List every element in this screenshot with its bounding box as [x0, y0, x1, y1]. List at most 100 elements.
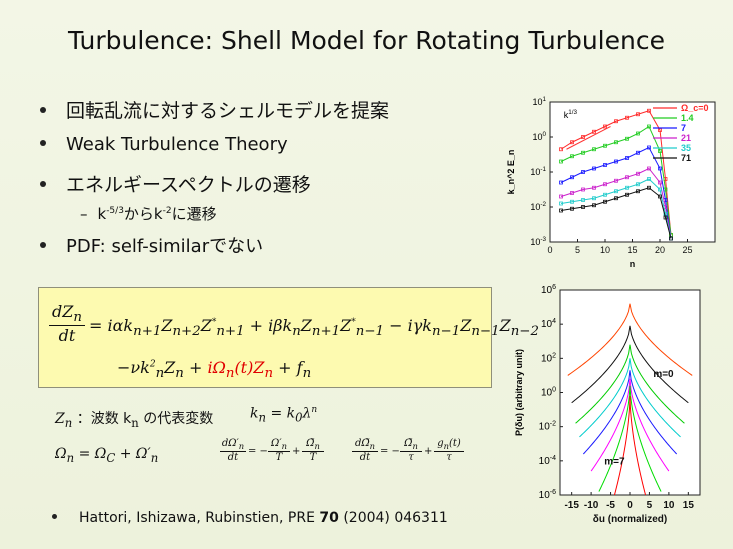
series-point [603, 192, 607, 197]
equation-line-1: = iαkn+1Zn+2Z*n+1 + iβknZn+1Z*n−1 − iγkn… [89, 316, 539, 340]
series-point [625, 136, 629, 141]
series-point [603, 163, 607, 167]
series-point [647, 124, 651, 129]
series-point [636, 182, 640, 187]
series-point [647, 185, 651, 190]
series-point [669, 236, 673, 241]
zn-definition: Zn ：波数 kn の代表変数 [55, 411, 214, 430]
series-point [614, 140, 618, 145]
x-tick-label: 15 [627, 245, 637, 255]
legend-label: 71 [681, 153, 691, 163]
series-point [614, 178, 618, 183]
bullet-1-text: 回転乱流に対するシェルモデルを提案 [66, 100, 390, 122]
x-axis-label: δu (normalized) [593, 514, 667, 525]
series-point [636, 171, 640, 176]
rotation-term: iΩn(t)Zn [207, 358, 274, 382]
bullet-dot [40, 242, 46, 248]
x-tick-label: 20 [655, 245, 665, 255]
series-point [559, 208, 563, 213]
y-axis-label: k_n^2 E_n [506, 150, 516, 195]
y-tick-label: 10-4 [539, 455, 556, 467]
y-tick-label: 10-3 [530, 236, 546, 247]
omega-definition: Ωn = ΩC + Ω′n [55, 446, 159, 465]
series-point [658, 194, 662, 199]
series-point [647, 145, 651, 150]
series-point [581, 150, 585, 155]
y-tick-label: 101 [532, 96, 546, 107]
series-point [592, 166, 596, 171]
bullet-3: エネルギースペクトルの遷移 [40, 170, 311, 197]
series-point [658, 187, 662, 192]
series-point [625, 175, 629, 180]
equation-line-2: −νk2nZn + iΩn(t)Zn + fn [117, 358, 312, 382]
y-tick-label: 10-1 [530, 166, 546, 177]
series-point [581, 187, 585, 192]
y-tick-label: 10-2 [530, 201, 546, 212]
x-tick-label: 25 [682, 245, 692, 255]
x-tick-label: -10 [584, 500, 599, 511]
pdf-curve [590, 378, 670, 472]
series-point [559, 201, 563, 206]
series-point [603, 143, 607, 148]
series-point [581, 198, 585, 202]
x-tick-label: 5 [647, 500, 653, 511]
bullet-4-text: PDF: self-similarでない [66, 236, 264, 257]
series-point [570, 140, 574, 145]
bullet-2-text: Weak Turbulence Theory [66, 134, 288, 155]
series-point [559, 194, 563, 199]
pdf-curve [571, 325, 689, 404]
sub-bullet: – k-5/3からk-2に遷移 [80, 205, 217, 223]
series-point [614, 159, 618, 164]
x-tick-label: 10 [663, 500, 675, 511]
kn-definition: kn = k0λn [250, 405, 318, 425]
series-point [603, 199, 607, 204]
legend-label: 21 [681, 133, 691, 143]
reference-line: Hattori, Ishizawa, Rubinstien, PRE 70 (2… [52, 510, 448, 526]
series-point [570, 191, 574, 195]
dzn-dt-fraction: dZn dt [49, 302, 85, 345]
series-point [592, 185, 596, 190]
pdf-curve [567, 303, 693, 376]
pdf-curve [598, 385, 662, 492]
legend-label: 7 [681, 123, 686, 133]
bullet-dot [40, 180, 46, 187]
annotation-m0: m=0 [653, 369, 674, 380]
series-point [559, 147, 563, 152]
series-point [647, 177, 651, 181]
legend-label: 1.4 [681, 113, 694, 123]
legend-label: 35 [681, 143, 691, 153]
pdf-curve [579, 358, 681, 438]
series-point [647, 166, 651, 171]
series-point [603, 124, 607, 129]
x-tick-label: 10 [600, 245, 610, 255]
x-tick-label: 0 [627, 500, 633, 511]
y-tick-label: 104 [541, 318, 556, 330]
series-point [570, 206, 574, 211]
series-point [592, 147, 596, 152]
series-point [663, 215, 668, 220]
y-tick-label: 100 [541, 387, 556, 399]
series-point [603, 182, 607, 187]
series-point [625, 185, 629, 190]
series-point [570, 154, 574, 159]
y-tick-label: 10-2 [539, 421, 556, 433]
series-point [614, 189, 618, 194]
series-point [636, 131, 640, 136]
bullet-1: 回転乱流に対するシェルモデルを提案 [40, 96, 389, 123]
x-tick-label: -15 [564, 500, 579, 511]
x-axis-label: n [630, 259, 636, 269]
y-tick-label: 100 [532, 131, 546, 142]
series-point [658, 149, 662, 153]
series-point [636, 112, 640, 117]
slope-label: k1/3 [564, 109, 578, 120]
pdf-curve [582, 370, 678, 455]
series-point [592, 196, 596, 201]
plot-area [549, 101, 716, 243]
y-tick-label: 106 [541, 284, 556, 296]
series-point [592, 203, 596, 208]
x-tick-label: 15 [683, 500, 695, 511]
series-point [614, 119, 618, 124]
series-point [625, 156, 629, 160]
series-point [581, 205, 585, 209]
legend-label: Ω_c=0 [681, 103, 709, 113]
